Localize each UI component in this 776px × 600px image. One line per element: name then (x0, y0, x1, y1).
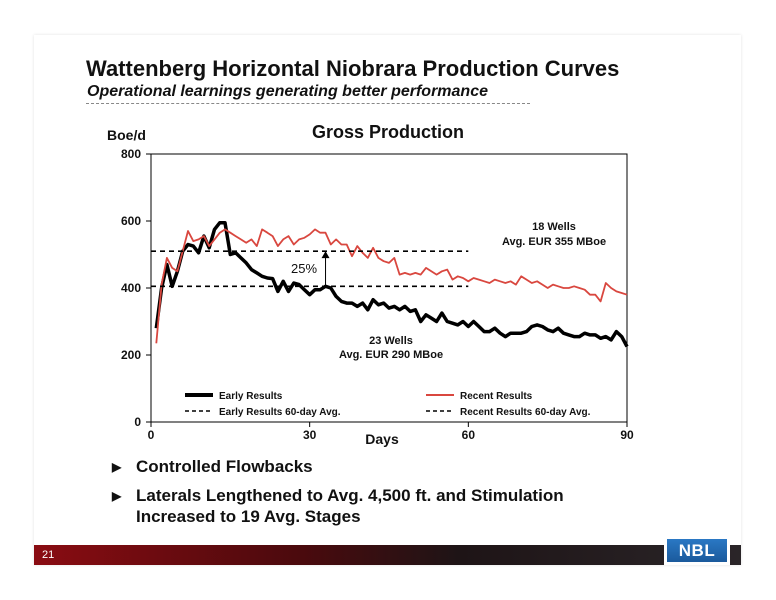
y-tick-label: 0 (134, 415, 141, 429)
bullet-list: ▶ Controlled Flowbacks ▶ Laterals Length… (112, 456, 606, 535)
title-divider (86, 103, 530, 104)
y-axis-label: Boe/d (107, 127, 146, 143)
x-tick-label: 30 (303, 428, 317, 442)
annotation-recent-eur: Avg. EUR 355 MBoe (502, 236, 606, 248)
legend-label-early-avg: Early Results 60-day Avg. (219, 407, 341, 418)
x-tick-label: 0 (148, 428, 155, 442)
y-tick-label: 800 (121, 147, 141, 161)
y-tick-label: 200 (121, 348, 141, 362)
slide-subtitle: Operational learnings generating better … (87, 83, 488, 100)
slide-title: Wattenberg Horizontal Niobrara Productio… (86, 56, 620, 81)
annotation-improvement: 25% (291, 261, 317, 276)
annotation-early-wells: 23 Wells (369, 335, 413, 347)
plot-frame (150, 153, 628, 423)
footer-bar (34, 545, 741, 565)
legend-label-early: Early Results (219, 391, 283, 402)
bullet-arrow-icon: ▶ (112, 489, 122, 503)
x-tick-label: 90 (620, 428, 634, 442)
x-axis-label: Days (365, 431, 399, 447)
chart-title: Gross Production (312, 122, 464, 142)
series-line-recent-results (155, 228, 628, 344)
y-tick-label: 600 (121, 214, 141, 228)
improvement-arrow-head (321, 251, 330, 259)
y-tick-label: 400 (121, 281, 141, 295)
bullet-text: Controlled Flowbacks (136, 457, 313, 476)
bullet-text: Laterals Lengthened to Avg. 4,500 ft. an… (136, 486, 564, 526)
legend-label-recent: Recent Results (460, 391, 533, 402)
annotation-early-eur: Avg. EUR 290 MBoe (339, 349, 443, 361)
annotation-recent-wells: 18 Wells (532, 221, 576, 233)
slide-background (34, 35, 741, 565)
series-line-early-results (154, 220, 629, 348)
bullet-item: ▶ Controlled Flowbacks (112, 456, 606, 477)
bullet-arrow-icon: ▶ (112, 460, 122, 474)
x-tick-label: 60 (462, 428, 476, 442)
page-number: 21 (42, 549, 55, 561)
bullet-item: ▶ Laterals Lengthened to Avg. 4,500 ft. … (112, 485, 606, 527)
company-logo: NBL (664, 536, 730, 565)
legend-label-recent-avg: Recent Results 60-day Avg. (460, 407, 591, 418)
logo-text: NBL (667, 539, 727, 562)
